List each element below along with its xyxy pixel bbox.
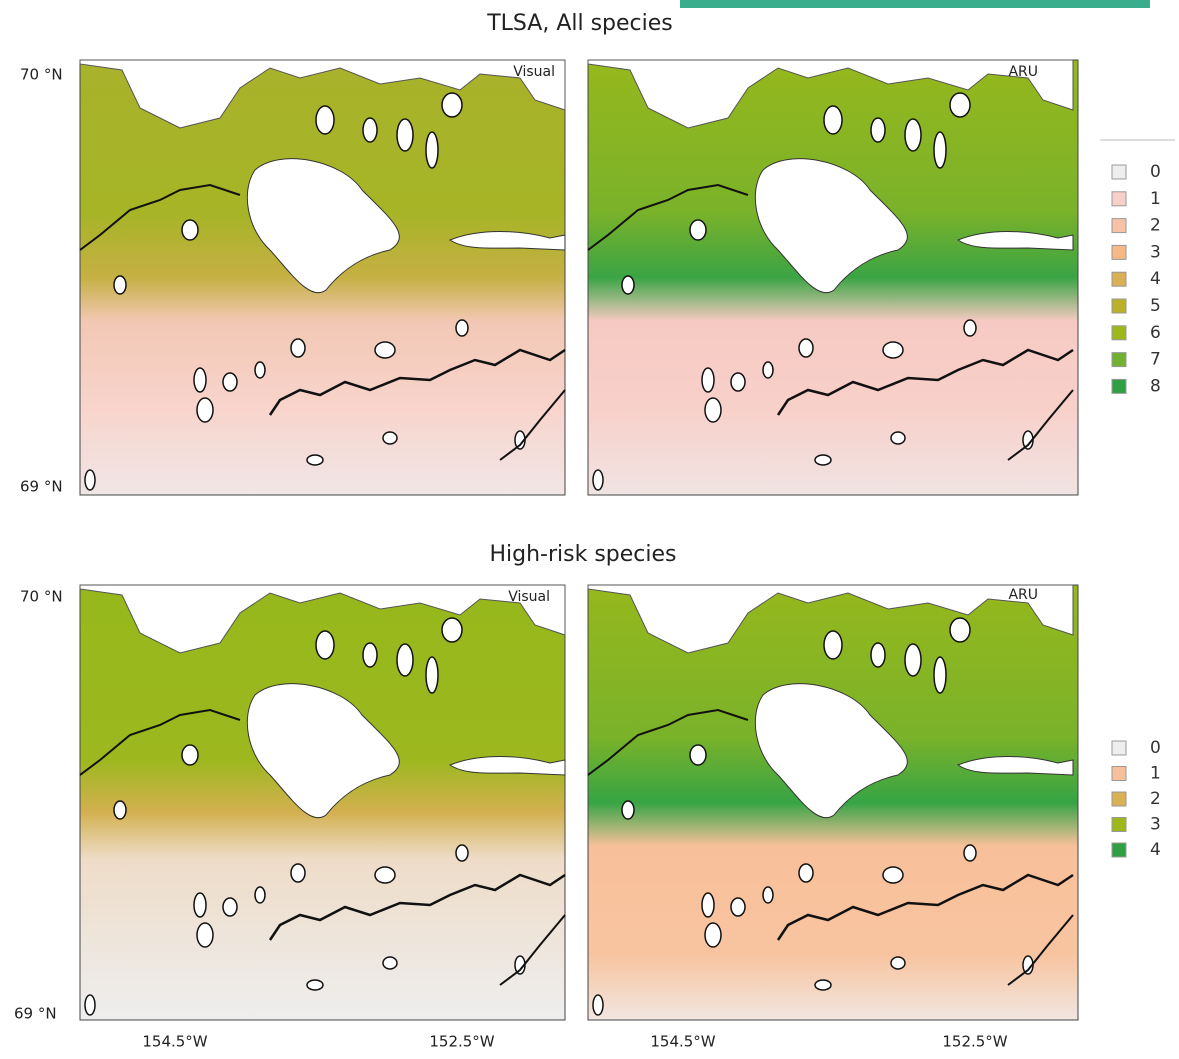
- legend-label: 3: [1150, 815, 1161, 835]
- panel-label: Visual: [508, 589, 550, 605]
- map-panel: ARU: [588, 60, 1078, 495]
- title: TLSA, All species: [486, 11, 673, 36]
- panel-label: Visual: [513, 64, 555, 80]
- legend-swatch: [1112, 326, 1126, 340]
- map-panel: ARU: [588, 585, 1078, 1020]
- legend-swatch: [1112, 299, 1126, 313]
- lat-label: 69 °N: [14, 1005, 57, 1023]
- lon-label: 154.5°W: [650, 1033, 715, 1051]
- legend-swatch: [1112, 219, 1126, 233]
- legend-swatch: [1112, 843, 1126, 857]
- legend-label: 1: [1150, 764, 1161, 784]
- legend-swatch: [1112, 741, 1126, 755]
- figure: TLSA, All species High-risk species Visu…: [0, 0, 1179, 1059]
- title: High-risk species: [489, 542, 676, 567]
- legend-swatch: [1112, 792, 1126, 806]
- lon-label: 154.5°W: [142, 1033, 207, 1051]
- map-panel: Visual: [80, 585, 565, 1020]
- lat-label: 70 °N: [20, 66, 63, 84]
- legend-swatch: [1112, 379, 1126, 393]
- lat-label: 70 °N: [20, 588, 63, 606]
- legend-label: 7: [1150, 350, 1161, 370]
- lon-label: 152.5°W: [942, 1033, 1007, 1051]
- legend-label: 2: [1150, 216, 1161, 236]
- legend-swatch: [1112, 767, 1126, 781]
- legend-label: 6: [1150, 323, 1161, 343]
- legend-label: 2: [1150, 789, 1161, 809]
- legend-label: 0: [1150, 162, 1161, 182]
- lon-label: 152.5°W: [429, 1033, 494, 1051]
- legend-label: 5: [1150, 296, 1161, 316]
- map-panel: Visual: [80, 60, 565, 495]
- lat-label: 69 °N: [20, 478, 63, 496]
- legend-label: 1: [1150, 189, 1161, 209]
- legend-label: 0: [1150, 738, 1161, 758]
- legend-label: 4: [1150, 269, 1161, 289]
- legend-swatch: [1112, 818, 1126, 832]
- legend-swatch: [1112, 165, 1126, 179]
- legend-label: 3: [1150, 242, 1161, 262]
- legend-swatch: [1112, 192, 1126, 206]
- legend-swatch: [1112, 353, 1126, 367]
- legend-label: 8: [1150, 376, 1161, 396]
- header-bar: [680, 0, 1150, 8]
- legend-swatch: [1112, 245, 1126, 259]
- legend-swatch: [1112, 272, 1126, 286]
- panel-label: ARU: [1008, 587, 1038, 603]
- legend-label: 4: [1150, 840, 1161, 860]
- panel-label: ARU: [1008, 64, 1038, 80]
